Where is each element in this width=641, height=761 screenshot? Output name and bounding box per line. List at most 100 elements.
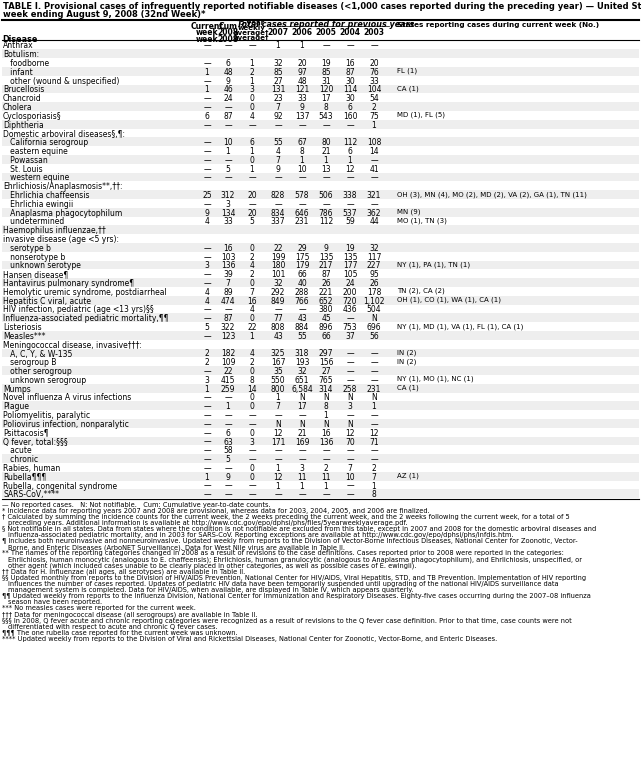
Text: 651: 651	[295, 376, 309, 385]
Text: Total cases reported for previous years: Total cases reported for previous years	[237, 20, 415, 29]
Text: Psittacosis¶: Psittacosis¶	[3, 428, 49, 438]
Text: week: week	[196, 35, 219, 44]
Text: 0: 0	[249, 94, 254, 103]
Text: —: —	[203, 455, 211, 464]
Text: —: —	[248, 200, 256, 209]
Bar	[2, 243, 639, 252]
Text: 135: 135	[343, 253, 357, 262]
Text: 7: 7	[276, 156, 281, 165]
Text: —: —	[203, 482, 211, 491]
Text: 8: 8	[324, 403, 328, 411]
Text: *** No measles cases were reported for the current week.: *** No measles cases were reported for t…	[2, 605, 196, 611]
Text: 29: 29	[297, 244, 307, 253]
Text: 16: 16	[223, 244, 233, 253]
Text: 131: 131	[271, 85, 285, 94]
Text: 9: 9	[204, 209, 210, 218]
Text: 506: 506	[319, 191, 333, 200]
Text: 46: 46	[223, 85, 233, 94]
Text: MO (1), TN (3): MO (1), TN (3)	[397, 218, 447, 224]
Text: 6,584: 6,584	[291, 385, 313, 393]
Text: —: —	[248, 455, 256, 464]
Text: 16: 16	[247, 297, 257, 306]
Text: 32: 32	[297, 367, 307, 376]
Text: —: —	[370, 376, 378, 385]
Text: Hantavirus pulmonary syndrome¶: Hantavirus pulmonary syndrome¶	[3, 279, 134, 288]
Text: —: —	[322, 200, 330, 209]
Text: 1: 1	[347, 156, 353, 165]
Bar	[2, 67, 639, 75]
Text: —: —	[346, 367, 354, 376]
Text: 66: 66	[321, 332, 331, 341]
Text: —: —	[203, 174, 211, 183]
Text: OH (1), CO (1), WA (1), CA (1): OH (1), CO (1), WA (1), CA (1)	[397, 297, 501, 303]
Text: —: —	[203, 94, 211, 103]
Text: NY (1), PA (1), TN (1): NY (1), PA (1), TN (1)	[397, 262, 470, 268]
Text: 325: 325	[271, 349, 285, 358]
Text: —: —	[203, 244, 211, 253]
Text: 2: 2	[249, 270, 254, 279]
Text: IN (2): IN (2)	[397, 349, 417, 356]
Text: 0: 0	[249, 244, 254, 253]
Bar	[2, 119, 639, 129]
Text: 12: 12	[273, 428, 283, 438]
Text: 2: 2	[372, 103, 376, 112]
Text: 87: 87	[223, 112, 233, 121]
Text: —: —	[274, 490, 282, 499]
Text: —: —	[322, 446, 330, 455]
Text: infant: infant	[3, 68, 33, 77]
Text: 1: 1	[249, 164, 254, 174]
Text: —: —	[346, 376, 354, 385]
Text: ¶¶¶ The one rubella case reported for the current week was unknown.: ¶¶¶ The one rubella case reported for th…	[2, 629, 238, 635]
Text: Chancroid: Chancroid	[3, 94, 42, 103]
Text: —: —	[203, 314, 211, 323]
Text: 1: 1	[204, 68, 210, 77]
Text: 45: 45	[321, 314, 331, 323]
Text: —: —	[224, 411, 232, 420]
Text: —: —	[203, 139, 211, 148]
Text: 16: 16	[321, 428, 331, 438]
Text: —: —	[203, 490, 211, 499]
Text: —: —	[274, 174, 282, 183]
Text: 137: 137	[295, 112, 309, 121]
Text: Hepatitis C viral, acute: Hepatitis C viral, acute	[3, 297, 91, 306]
Text: —: —	[346, 42, 354, 50]
Text: CA (1): CA (1)	[397, 385, 419, 391]
Text: A, C, Y, & W-135: A, C, Y, & W-135	[3, 349, 72, 358]
Text: 7: 7	[249, 288, 254, 297]
Text: 4: 4	[249, 305, 254, 314]
Text: 63: 63	[223, 438, 233, 447]
Bar	[2, 49, 639, 58]
Text: 0: 0	[249, 103, 254, 112]
Text: —: —	[298, 174, 306, 183]
Text: 5: 5	[249, 218, 254, 227]
Text: 258: 258	[343, 385, 357, 393]
Text: —: —	[370, 358, 378, 368]
Text: 2003: 2003	[363, 28, 385, 37]
Text: 288: 288	[295, 288, 309, 297]
Text: management system is completed. Data for HIV/AIDS, when available, are displayed: management system is completed. Data for…	[8, 587, 413, 593]
Text: 97: 97	[297, 68, 307, 77]
Text: Rabies, human: Rabies, human	[3, 464, 60, 473]
Text: 77: 77	[273, 314, 283, 323]
Text: 108: 108	[367, 139, 381, 148]
Bar	[2, 296, 639, 304]
Text: 884: 884	[295, 323, 309, 332]
Text: IN (2): IN (2)	[397, 358, 417, 365]
Text: 32: 32	[369, 244, 379, 253]
Text: 5: 5	[204, 323, 210, 332]
Text: 11: 11	[321, 473, 331, 482]
Text: 3: 3	[226, 200, 230, 209]
Text: Anthrax: Anthrax	[3, 42, 33, 50]
Text: 80: 80	[321, 139, 331, 148]
Text: 231: 231	[367, 385, 381, 393]
Text: —: —	[203, 279, 211, 288]
Text: Current: Current	[190, 22, 224, 31]
Text: 1: 1	[372, 121, 376, 129]
Text: 25: 25	[202, 191, 212, 200]
Text: 696: 696	[367, 323, 381, 332]
Text: 337: 337	[271, 218, 285, 227]
Text: —: —	[370, 411, 378, 420]
Text: foodborne: foodborne	[3, 59, 49, 68]
Text: 2006: 2006	[292, 28, 313, 37]
Text: Ehrlichiosis, human monocytic (analogous to E. chaffeensis); Ehrlichiosis, human: Ehrlichiosis, human monocytic (analogous…	[8, 556, 582, 563]
